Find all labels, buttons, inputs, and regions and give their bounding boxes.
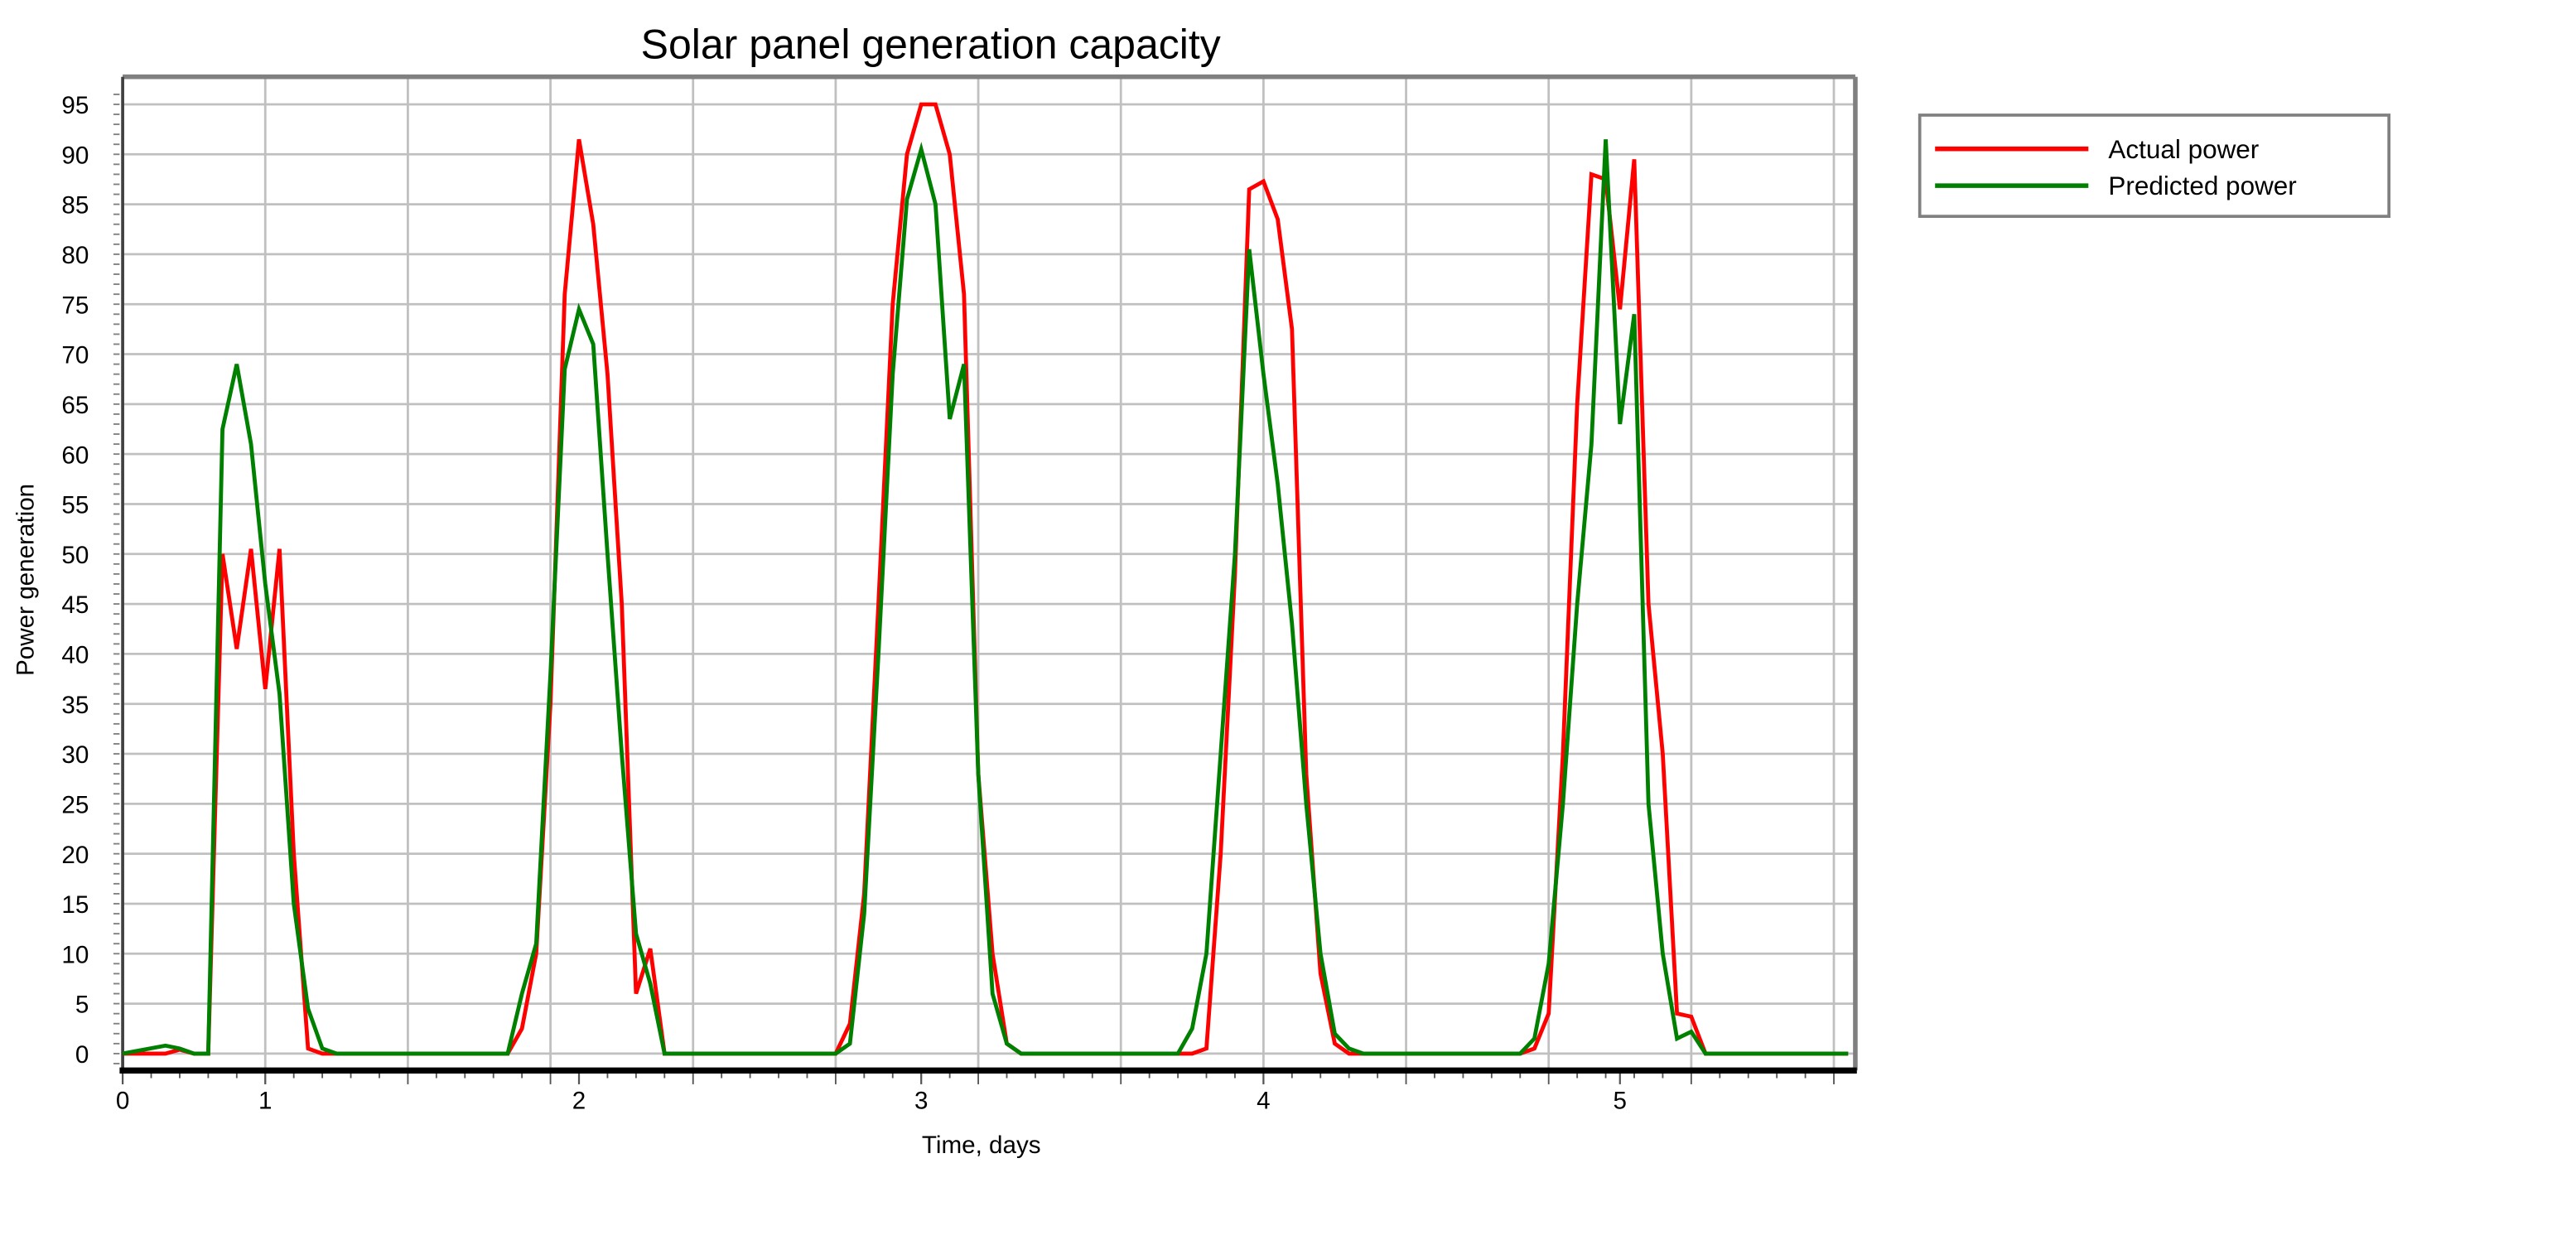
- series-line-predicted: [122, 139, 1849, 1056]
- y-tick-label: 25: [61, 791, 89, 818]
- x-tick-label: 3: [914, 1088, 928, 1115]
- x-tick-label: 4: [1257, 1088, 1270, 1115]
- y-axis-label: Power generation: [12, 484, 40, 676]
- y-tick-label: 5: [75, 992, 89, 1019]
- y-tick-label: 20: [61, 842, 89, 869]
- y-tick-label: 55: [61, 492, 89, 519]
- legend-box: [1918, 113, 2391, 219]
- y-tick-label: 50: [61, 542, 89, 569]
- y-tick-label: 70: [61, 342, 89, 369]
- x-tick-label: 2: [572, 1088, 586, 1115]
- x-tick-label: 5: [1614, 1088, 1627, 1115]
- legend-label-predicted: Predicted power: [2108, 171, 2296, 200]
- legend: Actual power Predicted power: [1918, 113, 2391, 219]
- y-tick-label: 30: [61, 741, 89, 769]
- y-tick-label: 40: [61, 642, 89, 669]
- series-line-actual: [123, 102, 1849, 1056]
- x-tick-label: 0: [116, 1088, 129, 1115]
- chart-title: Solar panel generation capacity: [641, 21, 1221, 67]
- legend-label-actual: Actual power: [2108, 135, 2259, 164]
- y-tick-label: 35: [61, 692, 89, 719]
- y-tick-label: 75: [61, 292, 89, 319]
- y-tick-label: 60: [61, 442, 89, 469]
- y-tick-label: 80: [61, 242, 89, 269]
- y-tick-label: 15: [61, 891, 89, 919]
- y-tick-label: 90: [61, 142, 89, 169]
- y-tick-label: 85: [61, 192, 89, 220]
- x-axis-label: Time, days: [922, 1132, 1041, 1159]
- y-tick-label: 45: [61, 591, 89, 619]
- y-tick-label: 65: [61, 392, 89, 419]
- x-tick-label: 1: [258, 1088, 272, 1115]
- grid: [123, 76, 1855, 1071]
- series-lines: [122, 102, 1849, 1056]
- y-tick-label: 95: [61, 92, 89, 119]
- y-tick-label: 0: [75, 1041, 89, 1069]
- y-tick-label: 10: [61, 941, 89, 968]
